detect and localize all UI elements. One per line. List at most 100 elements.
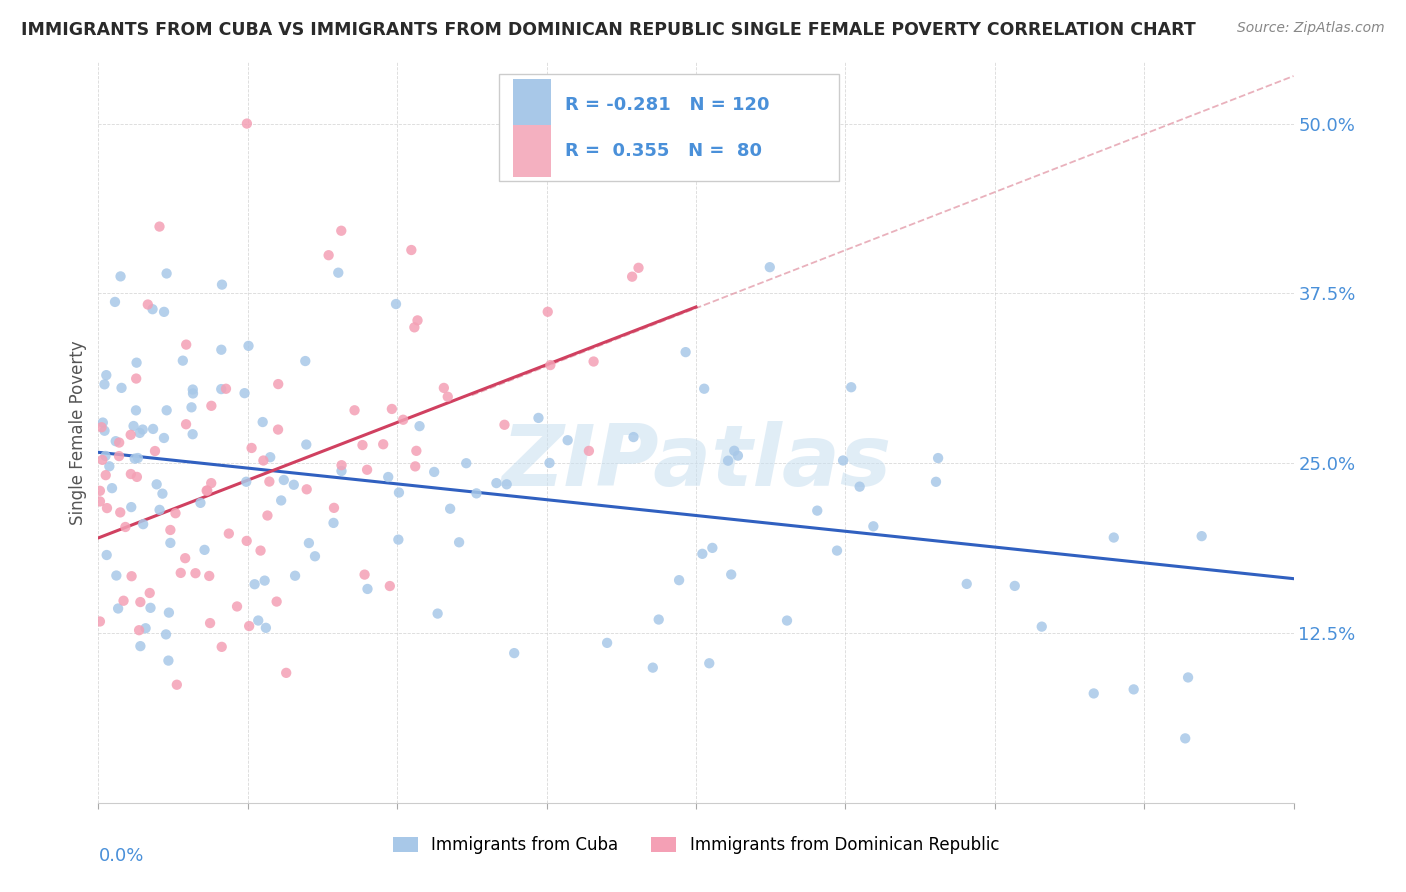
Point (93, 424, 115, 438)
Point (240, 441, 263, 455)
Point (195, 483, 218, 498)
Point (623, 430, 645, 444)
Point (89, 483, 111, 498)
Point (1102, 531, 1125, 545)
Point (330, 224, 353, 238)
FancyBboxPatch shape (513, 78, 551, 130)
Point (125, 371, 148, 385)
Point (209, 382, 232, 396)
Point (1177, 670, 1199, 684)
Point (621, 269, 644, 284)
Point (253, 574, 276, 588)
Point (233, 386, 256, 401)
Text: Source: ZipAtlas.com: Source: ZipAtlas.com (1237, 21, 1385, 35)
Point (181, 383, 204, 397)
Point (159, 536, 181, 550)
Point (806, 503, 828, 517)
Point (318, 248, 340, 262)
Point (1004, 579, 1026, 593)
Point (110, 381, 132, 395)
Point (89, 615, 111, 629)
Point (129, 639, 152, 653)
Point (172, 353, 194, 368)
Point (276, 665, 298, 680)
Point (328, 266, 350, 280)
Point (392, 413, 415, 427)
Point (114, 520, 136, 534)
Point (697, 657, 720, 671)
Point (181, 427, 204, 442)
Point (385, 297, 408, 311)
Point (270, 493, 292, 508)
Point (717, 453, 740, 467)
Point (538, 358, 561, 372)
Point (252, 453, 274, 467)
Point (266, 594, 288, 608)
Point (1083, 686, 1105, 700)
Point (128, 425, 150, 440)
Point (330, 458, 353, 473)
Point (267, 423, 290, 437)
Point (152, 486, 174, 500)
Point (373, 437, 395, 451)
Point (125, 403, 148, 417)
Point (125, 470, 148, 484)
Point (110, 269, 132, 284)
Point (388, 485, 411, 500)
Point (122, 419, 145, 434)
Point (104, 294, 127, 309)
Point (110, 505, 132, 519)
Point (141, 302, 163, 317)
Point (304, 549, 326, 564)
Point (89, 494, 111, 508)
Point (174, 337, 197, 351)
Point (180, 401, 202, 415)
Point (527, 411, 550, 425)
Point (252, 415, 274, 429)
Point (538, 456, 561, 470)
Point (401, 243, 423, 257)
Point (298, 536, 321, 550)
Point (184, 566, 207, 581)
Point (94, 449, 117, 463)
Point (143, 444, 166, 458)
Point (465, 486, 488, 500)
Point (156, 403, 179, 417)
Point (776, 614, 799, 628)
Point (596, 636, 619, 650)
Point (254, 621, 277, 635)
FancyBboxPatch shape (499, 73, 839, 181)
Point (925, 475, 948, 489)
Point (1031, 620, 1053, 634)
Point (91, 453, 114, 467)
Point (353, 567, 375, 582)
Point (108, 449, 131, 463)
Point (641, 660, 664, 674)
Point (256, 508, 278, 523)
Point (190, 496, 212, 510)
Point (153, 431, 176, 445)
Point (170, 566, 193, 580)
Point (433, 381, 456, 395)
Point (174, 417, 197, 432)
Point (356, 463, 378, 477)
Point (155, 267, 177, 281)
Point (675, 345, 697, 359)
Point (193, 542, 215, 557)
Point (343, 403, 366, 417)
Point (668, 573, 690, 587)
Point (226, 599, 249, 614)
Point (105, 568, 128, 582)
Point (456, 456, 478, 470)
Point (198, 616, 221, 631)
Point (120, 500, 142, 514)
Point (956, 577, 979, 591)
Point (1191, 529, 1213, 543)
Point (426, 607, 449, 621)
Point (129, 595, 152, 609)
Point (249, 543, 271, 558)
Point (259, 475, 281, 489)
Point (215, 382, 238, 396)
Point (174, 551, 197, 566)
Point (485, 476, 508, 491)
